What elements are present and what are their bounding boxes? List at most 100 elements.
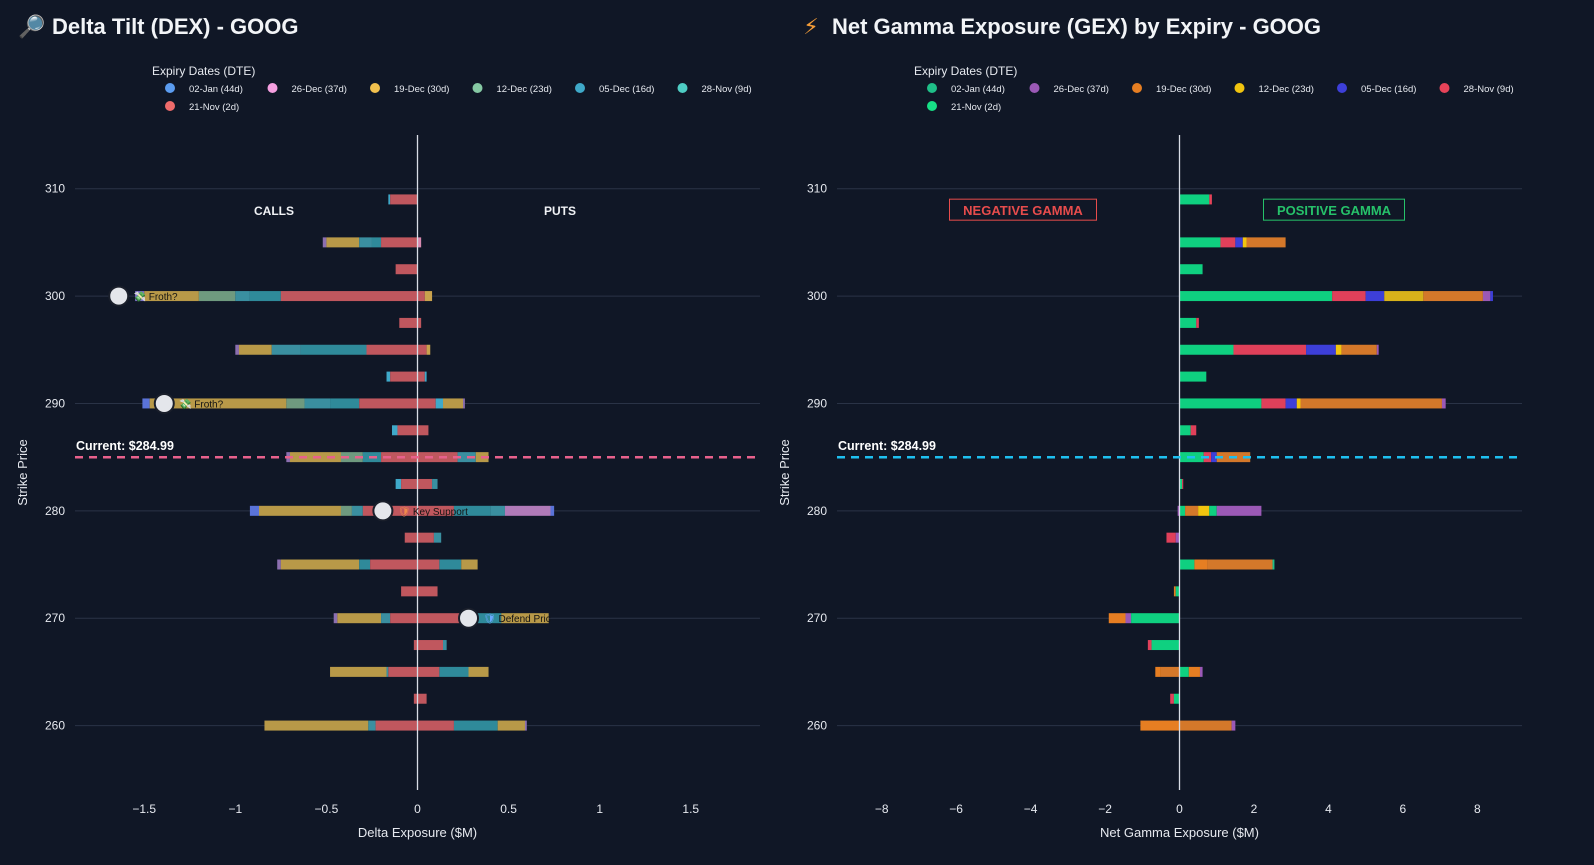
bar-segment xyxy=(366,344,427,355)
bar-segment xyxy=(1179,194,1210,205)
bar-segment xyxy=(1235,237,1243,248)
x-axis-label: Net Gamma Exposure ($M) xyxy=(1100,825,1259,840)
x-tick-label: 2 xyxy=(1251,802,1258,816)
y-tick-label: 280 xyxy=(45,504,65,518)
bar-segment xyxy=(280,559,360,570)
bar-segment xyxy=(381,452,458,463)
bar-segment xyxy=(1125,613,1132,624)
legend-swatch xyxy=(575,83,585,93)
annotation-label: Defend Pric xyxy=(499,614,551,625)
bar-segment xyxy=(337,613,382,624)
bar-segment xyxy=(1209,194,1212,205)
bar-segment xyxy=(235,344,239,355)
bar-segment xyxy=(1175,532,1180,543)
bar-segment xyxy=(359,237,372,248)
bar-segment xyxy=(461,559,478,570)
legend-swatch xyxy=(472,83,483,93)
x-tick-label: 1 xyxy=(596,802,603,816)
bar-segment xyxy=(439,666,469,677)
bar-segment xyxy=(304,398,331,409)
annotation-label: Froth? xyxy=(194,399,223,410)
bar-segment xyxy=(433,532,442,543)
bar-segment xyxy=(453,720,498,731)
bar-segment xyxy=(424,371,427,382)
bar-segment xyxy=(371,237,382,248)
bar-segment xyxy=(330,666,387,677)
bar-segment xyxy=(404,532,434,543)
x-tick-label: −2 xyxy=(1098,802,1112,816)
bar-segment xyxy=(463,398,465,409)
bar-segment xyxy=(1188,666,1200,677)
bar-segment xyxy=(1285,398,1297,409)
bar-segment xyxy=(1166,532,1176,543)
x-tick-label: 0 xyxy=(1176,802,1183,816)
dex-chart: Expiry Dates (DTE) 02-Jan (44d) 26-Dec (37… xyxy=(15,64,761,840)
legend-swatch xyxy=(927,83,937,93)
bar-segment xyxy=(524,720,527,731)
x-tick-label: 8 xyxy=(1474,802,1481,816)
bar-segment xyxy=(1131,613,1180,624)
bar-segment xyxy=(198,291,236,302)
negative-gamma-box xyxy=(949,198,1097,221)
bar-segment xyxy=(280,291,425,302)
legend-swatch xyxy=(1029,83,1040,93)
bar-segment xyxy=(443,640,447,651)
bar-segment xyxy=(432,478,438,489)
bar-segment xyxy=(1490,291,1493,302)
y-axis-label: Strike Price xyxy=(15,439,30,505)
bar-segment xyxy=(1179,237,1221,248)
bar-segment xyxy=(1332,291,1366,302)
bar-segment xyxy=(386,666,389,677)
bar-segment xyxy=(144,291,199,302)
bar-segment xyxy=(497,720,525,731)
x-tick-label: 1.5 xyxy=(682,802,699,816)
bar-segment xyxy=(1211,452,1217,463)
bar-segment xyxy=(1220,237,1236,248)
legend-swatch xyxy=(677,83,688,93)
bar-segment xyxy=(249,291,281,302)
bar-segment xyxy=(550,505,555,516)
annotation-icon: 💸 xyxy=(134,291,146,303)
bar-segment xyxy=(330,398,360,409)
bar-segment xyxy=(1209,505,1217,516)
legend-title: Expiry Dates (DTE) xyxy=(914,64,1017,78)
current-price-label: Current: $284.99 xyxy=(76,439,174,453)
bar-segment xyxy=(1296,398,1301,409)
y-tick-label: 310 xyxy=(807,182,827,196)
bar-segment xyxy=(1207,559,1273,570)
bar-segment xyxy=(1155,666,1161,677)
y-tick-label: 280 xyxy=(807,504,827,518)
bar-segment xyxy=(1147,640,1152,651)
bar-segment xyxy=(1173,693,1180,704)
annotation-marker xyxy=(458,607,480,629)
bar-segment xyxy=(1179,317,1197,328)
bar-segment xyxy=(1182,478,1184,489)
x-tick-label: 0.5 xyxy=(500,802,517,816)
annotation-icon: 🛡 xyxy=(484,613,497,625)
bar-segment xyxy=(1365,291,1385,302)
bar-segment xyxy=(149,398,287,409)
legend-item-label: 19-Dec (30d) xyxy=(394,84,449,95)
bar-segment xyxy=(1190,425,1197,436)
bar-segment xyxy=(340,505,352,516)
lightning-icon: ⚡ xyxy=(803,14,819,39)
bar-segment xyxy=(359,398,436,409)
legend-item-label: 05-Dec (16d) xyxy=(599,84,654,95)
positive-gamma-label: POSITIVE GAMMA xyxy=(1277,203,1392,218)
x-tick-label: 6 xyxy=(1400,802,1407,816)
bar-segment xyxy=(340,452,363,463)
bar-segment xyxy=(401,478,433,489)
negative-gamma-label: NEGATIVE GAMMA xyxy=(963,203,1083,218)
y-tick-label: 270 xyxy=(807,611,827,625)
bar-segment xyxy=(468,666,489,677)
bar-segment xyxy=(326,237,360,248)
annotation-marker xyxy=(108,285,130,307)
bar-segment xyxy=(300,344,367,355)
x-tick-label: −6 xyxy=(949,802,963,816)
gex-panel: ⚡ Net Gamma Exposure (GEX) by Expiry - G… xyxy=(780,0,1560,865)
bar-segment xyxy=(1179,371,1207,382)
bar-segment xyxy=(390,613,465,624)
bar-segment xyxy=(1335,344,1342,355)
bar-segment xyxy=(439,559,462,570)
bar-segment xyxy=(1179,264,1203,275)
